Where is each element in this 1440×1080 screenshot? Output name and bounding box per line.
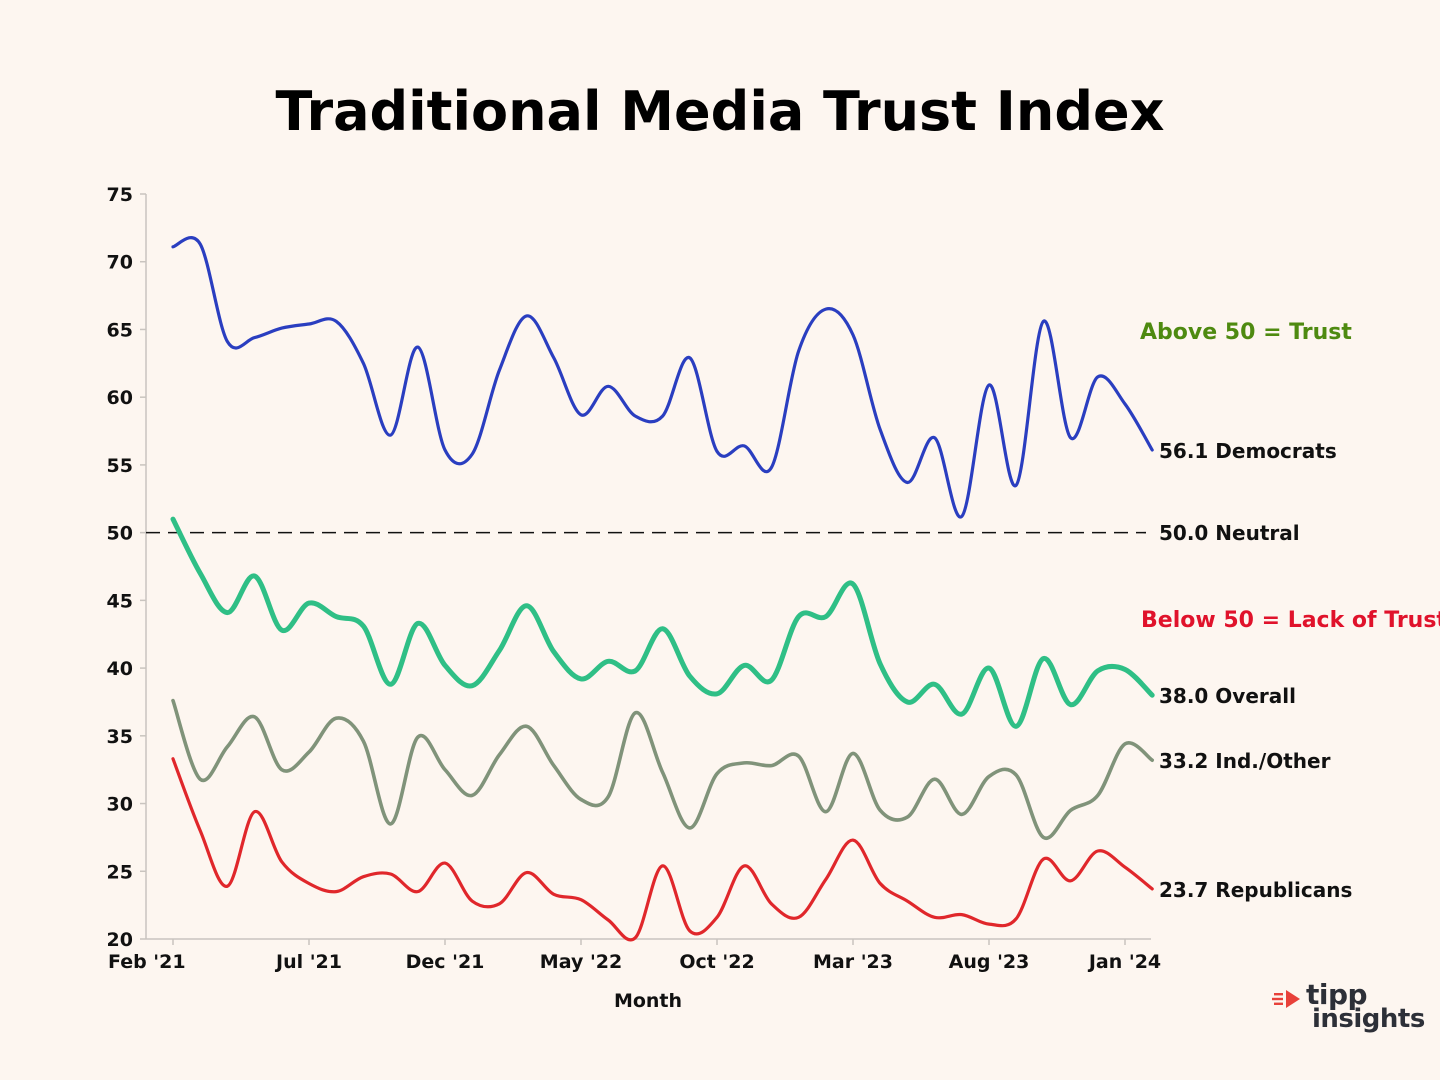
y-tick-label: 70 <box>107 252 133 274</box>
series-line-republicans <box>171 757 1154 942</box>
x-axis-label: Month <box>614 990 682 1012</box>
end-label-democrats: 56.1 Democrats <box>1159 439 1337 463</box>
series-line-ind-other <box>171 698 1154 841</box>
y-tick-label: 35 <box>107 726 133 748</box>
y-tick-label: 20 <box>107 929 133 951</box>
end-label-republicans: 23.7 Republicans <box>1159 878 1352 902</box>
x-tick-label: Mar '23 <box>813 951 893 973</box>
series-lines <box>170 236 1155 942</box>
chart-title: Traditional Media Trust Index <box>275 80 1165 143</box>
y-tick-label: 25 <box>107 861 133 883</box>
lack-of-trust-annotation: Below 50 = Lack of Trust <box>1141 608 1440 633</box>
trust-annotation: Above 50 = Trust <box>1140 320 1352 345</box>
tipp-arrow-icon <box>1272 990 1300 1008</box>
tipp-insights-logo: tipp insights <box>1272 978 1432 1040</box>
x-tick-label: Feb '21 <box>108 951 186 973</box>
y-tick-label: 60 <box>107 387 133 409</box>
x-tick-label: Jul '21 <box>274 951 342 973</box>
y-tick-label: 65 <box>107 319 133 341</box>
x-tick-label: Jan '24 <box>1087 951 1161 973</box>
end-label-ind-other: 33.2 Ind./Other <box>1159 749 1331 773</box>
end-label-overall: 38.0 Overall <box>1159 684 1296 708</box>
x-tick-label: May '22 <box>540 951 622 973</box>
logo-word-tipp: tipp <box>1306 978 1368 1011</box>
y-tick-label: 30 <box>107 794 133 816</box>
logo-word-insights: insights <box>1312 1004 1425 1034</box>
y-tick-label: 50 <box>107 523 133 545</box>
x-tick-label: Oct '22 <box>679 951 754 973</box>
y-tick-label: 45 <box>107 590 133 612</box>
series-line-democrats <box>171 236 1154 519</box>
end-label-neutral: 50.0 Neutral <box>1159 521 1300 545</box>
y-tick-label: 75 <box>107 184 133 206</box>
end-labels: 56.1 Democrats 38.0 Overall 33.2 Ind./Othe… <box>1159 439 1352 902</box>
chart-axes: 20 25 30 35 40 45 50 55 60 65 70 75 Feb '21 Jul '21 De… <box>107 184 1162 973</box>
y-tick-label: 55 <box>107 455 133 477</box>
series-line-overall <box>170 516 1155 729</box>
x-tick-label: Dec '21 <box>406 951 485 973</box>
x-tick-label: Aug '23 <box>949 951 1030 973</box>
y-tick-label: 40 <box>107 658 133 680</box>
